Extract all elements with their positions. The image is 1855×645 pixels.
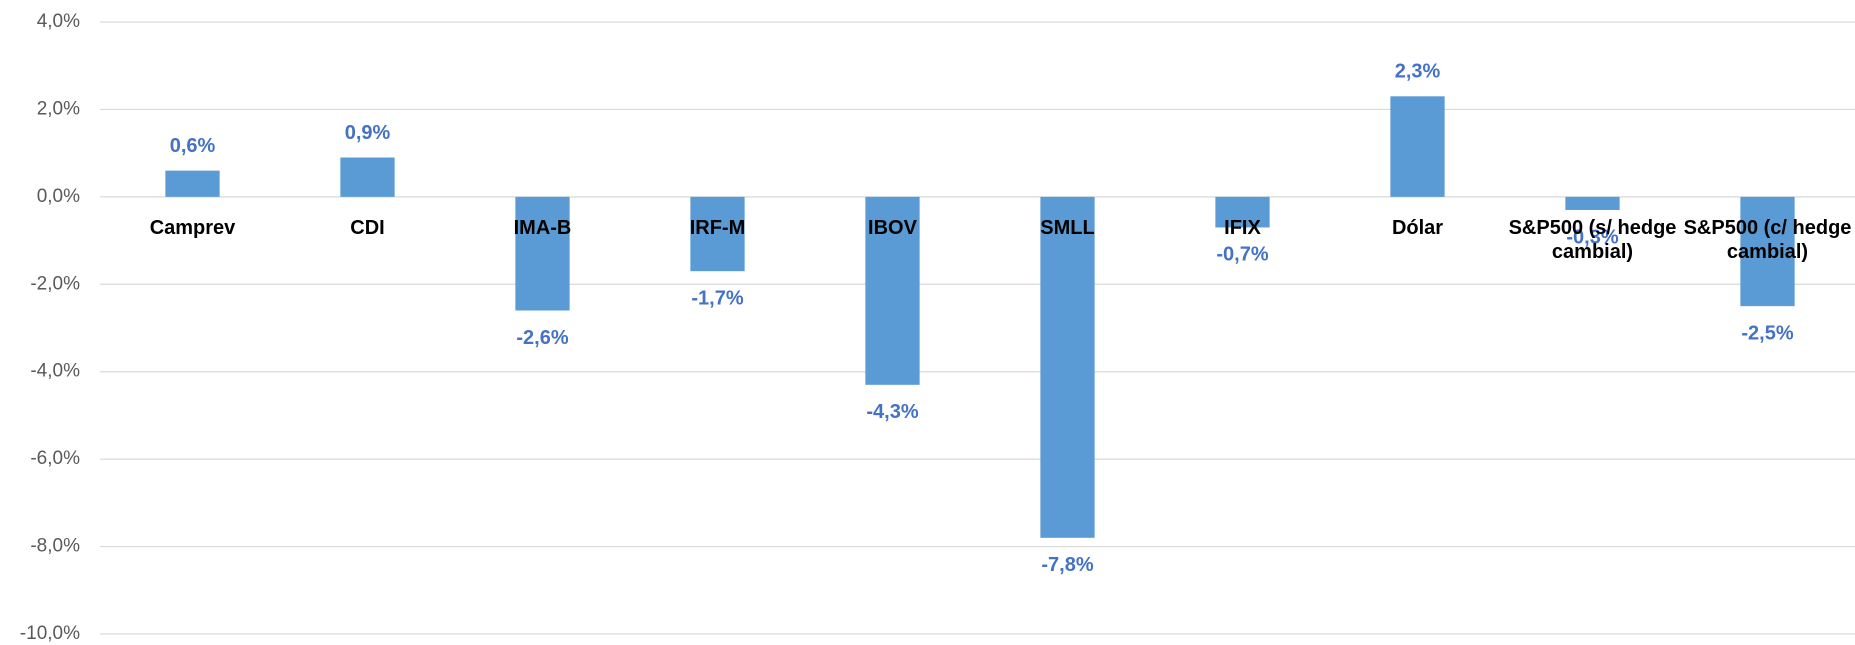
x-tick-label: CDI xyxy=(350,217,385,239)
bar xyxy=(690,196,745,272)
value-label: 0,6% xyxy=(170,135,216,157)
value-label: -7,8% xyxy=(1041,554,1093,576)
value-label: -1,7% xyxy=(691,287,743,309)
x-tick-label: S&P500 (c/ hedge cambial) xyxy=(1683,217,1852,263)
y-tick-label: -2,0% xyxy=(30,273,80,294)
bar xyxy=(165,170,220,197)
value-label: -4,3% xyxy=(866,401,918,423)
y-tick-label: 2,0% xyxy=(37,98,80,119)
value-label: -0,3% xyxy=(1566,226,1618,248)
x-tick-label: IFIX xyxy=(1224,217,1261,239)
x-tick-label: IRF-M xyxy=(689,217,746,239)
value-label: -2,5% xyxy=(1741,322,1793,344)
y-tick-label: -10,0% xyxy=(20,623,80,644)
bar xyxy=(1215,196,1270,228)
y-tick-label: -8,0% xyxy=(30,536,80,557)
bar xyxy=(340,157,395,197)
x-tick-label: S&P500 (s/ hedge cambial) xyxy=(1508,217,1677,263)
x-tick-label: IBOV xyxy=(868,217,917,239)
y-tick-label: 0,0% xyxy=(37,186,80,207)
bar xyxy=(1565,196,1620,210)
value-label: -2,6% xyxy=(516,327,568,349)
value-label: 2,3% xyxy=(1395,61,1441,83)
x-tick-label: SMLL xyxy=(1040,217,1095,239)
bar xyxy=(515,196,570,311)
bar xyxy=(865,196,920,385)
y-tick-label: 4,0% xyxy=(37,11,80,32)
bar xyxy=(1040,196,1095,538)
x-tick-label: Camprev xyxy=(149,217,236,239)
y-tick-label: -6,0% xyxy=(30,448,80,469)
y-tick-label: -4,0% xyxy=(30,361,80,382)
bar xyxy=(1740,196,1795,307)
x-tick-label: Dólar xyxy=(1391,217,1444,239)
value-label: -0,7% xyxy=(1216,244,1268,266)
bar xyxy=(1390,96,1445,197)
x-tick-label: IMA-B xyxy=(513,217,572,239)
value-label: 0,9% xyxy=(345,122,391,144)
